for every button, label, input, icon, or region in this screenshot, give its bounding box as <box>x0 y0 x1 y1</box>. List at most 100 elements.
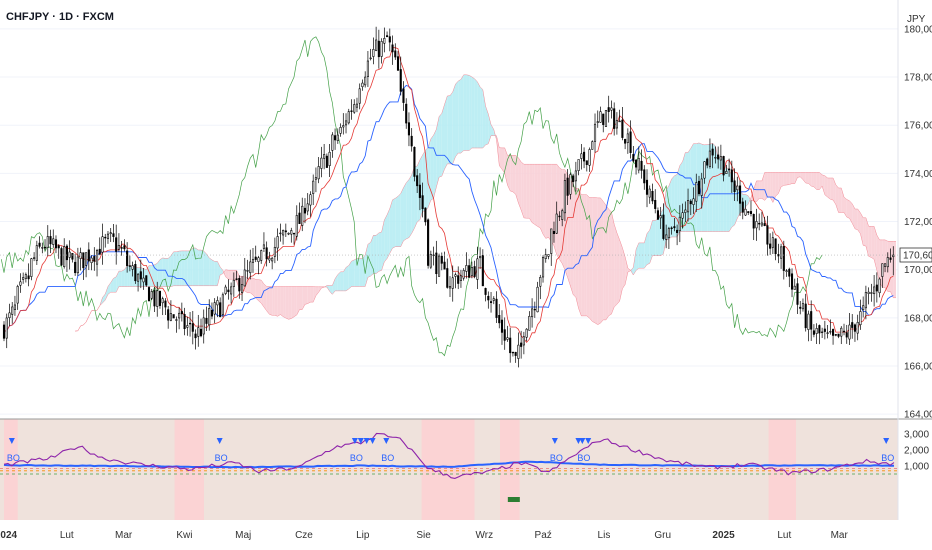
cloud-segment <box>770 172 773 203</box>
cloud-segment <box>630 267 634 275</box>
price-tick-label: 178,000 <box>904 73 932 84</box>
candle <box>834 334 837 337</box>
oscillator-highlight-band <box>174 419 204 520</box>
candle-body <box>52 238 55 245</box>
candle-body <box>531 308 534 318</box>
candle <box>112 224 115 243</box>
candle-body <box>347 111 350 124</box>
candle-body <box>320 157 323 169</box>
candle-body <box>717 154 720 160</box>
candle-body <box>427 219 430 266</box>
candle-body <box>249 261 252 274</box>
candle <box>717 146 720 169</box>
candle-body <box>607 107 610 112</box>
candle <box>8 303 11 327</box>
candle <box>563 173 566 222</box>
candle-body <box>301 205 304 226</box>
cloud-segment <box>168 255 171 287</box>
candle <box>312 174 315 206</box>
cloud-segment <box>198 250 202 286</box>
candle <box>730 160 733 193</box>
candle <box>509 327 512 363</box>
cloud-segment <box>860 212 864 246</box>
cloud-segment <box>474 78 478 149</box>
cloud-segment <box>586 194 590 319</box>
candle-body <box>695 182 698 202</box>
candle <box>268 251 271 264</box>
candle-body <box>279 232 282 235</box>
candle <box>610 100 613 119</box>
candle <box>506 325 509 342</box>
candle-body <box>580 153 583 159</box>
candle-body <box>407 122 411 136</box>
candle <box>706 157 709 169</box>
bo-signal-arrow <box>883 438 890 444</box>
candle-body <box>364 76 367 86</box>
candle <box>500 310 504 345</box>
candle <box>232 272 235 297</box>
candle-body <box>829 331 832 333</box>
candle <box>320 146 323 178</box>
cloud-segment <box>217 261 221 286</box>
cloud-segment <box>548 164 552 242</box>
candle-body <box>884 263 887 267</box>
candle <box>747 211 750 216</box>
candle <box>405 98 408 129</box>
candle-body <box>33 257 36 259</box>
candle-body <box>804 303 807 329</box>
candle <box>106 230 110 244</box>
candle-body <box>681 212 684 219</box>
price-tick-label: 180,000 <box>904 24 932 35</box>
candle-body <box>451 277 454 289</box>
price-tick-label: 174,000 <box>904 169 932 180</box>
time-tick-label: Gru <box>654 530 671 541</box>
candle-body <box>799 306 802 309</box>
candle <box>142 267 145 290</box>
candle <box>793 278 796 290</box>
candle-body <box>624 138 627 144</box>
candle-body <box>629 131 632 153</box>
candle <box>752 213 755 241</box>
candle-body <box>637 158 640 171</box>
candlesticks[interactable] <box>2 26 895 368</box>
candle-body <box>290 230 293 235</box>
cloud-segment <box>625 256 628 285</box>
candle-body <box>93 256 96 262</box>
candle-body <box>511 351 514 354</box>
candle <box>52 229 55 248</box>
cloud-segment <box>499 147 502 170</box>
candle-body <box>851 322 854 328</box>
candle <box>621 107 624 141</box>
cloud-segment <box>510 155 513 192</box>
candle-body <box>312 180 315 194</box>
cloud-segment <box>852 203 855 229</box>
candle <box>197 314 200 347</box>
candle <box>93 247 96 271</box>
candle-body <box>766 225 769 245</box>
candle <box>678 205 681 243</box>
candle <box>391 35 394 65</box>
oscillator-highlight-band <box>421 419 475 520</box>
cloud-segment <box>608 209 612 316</box>
cloud-segment <box>545 164 549 239</box>
cloud-segment <box>507 155 511 191</box>
candle <box>230 282 233 304</box>
candle <box>484 287 487 302</box>
candle <box>202 309 205 344</box>
candle-body <box>254 256 257 260</box>
candle-body <box>292 232 296 235</box>
cloud-segment <box>647 230 650 265</box>
candle <box>85 252 88 278</box>
candle <box>624 138 627 150</box>
candle <box>323 143 326 170</box>
candle <box>539 274 542 300</box>
candle <box>87 242 90 271</box>
candle-body <box>265 247 268 260</box>
cloud-segment <box>181 250 185 286</box>
candle <box>810 300 813 341</box>
oscillator-main-line <box>3 432 895 479</box>
candle <box>76 247 79 276</box>
candle-body <box>104 236 107 239</box>
candle <box>394 43 397 60</box>
